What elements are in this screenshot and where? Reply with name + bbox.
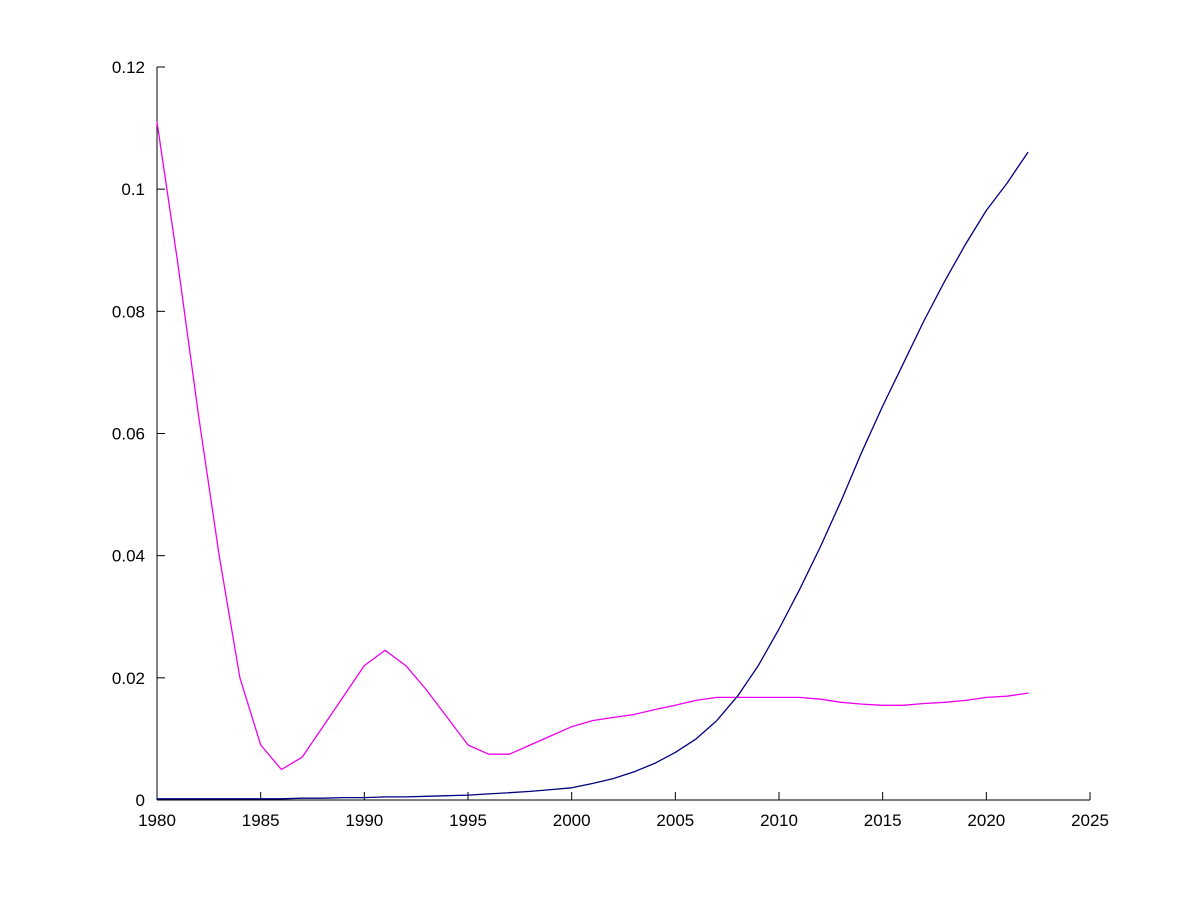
x-tick-label: 2005 bbox=[656, 811, 694, 830]
x-tick-label: 1985 bbox=[242, 811, 280, 830]
x-tick-label: 1990 bbox=[345, 811, 383, 830]
x-tick-label: 2010 bbox=[760, 811, 798, 830]
y-tick-label: 0.1 bbox=[121, 180, 145, 199]
y-tick-label: 0.12 bbox=[112, 58, 145, 77]
y-tick-label: 0.06 bbox=[112, 425, 145, 444]
y-tick-label: 0.04 bbox=[112, 547, 145, 566]
x-tick-label: 1980 bbox=[138, 811, 176, 830]
y-tick-label: 0.02 bbox=[112, 669, 145, 688]
x-tick-label: 2020 bbox=[967, 811, 1005, 830]
x-tick-label: 2025 bbox=[1071, 811, 1109, 830]
x-tick-label: 2015 bbox=[864, 811, 902, 830]
y-tick-label: 0 bbox=[136, 791, 145, 810]
x-tick-label: 2000 bbox=[553, 811, 591, 830]
x-tick-label: 1995 bbox=[449, 811, 487, 830]
y-tick-label: 0.08 bbox=[112, 302, 145, 321]
blue-series-line bbox=[156, 151, 1029, 800]
magenta-series-line bbox=[156, 121, 1029, 771]
